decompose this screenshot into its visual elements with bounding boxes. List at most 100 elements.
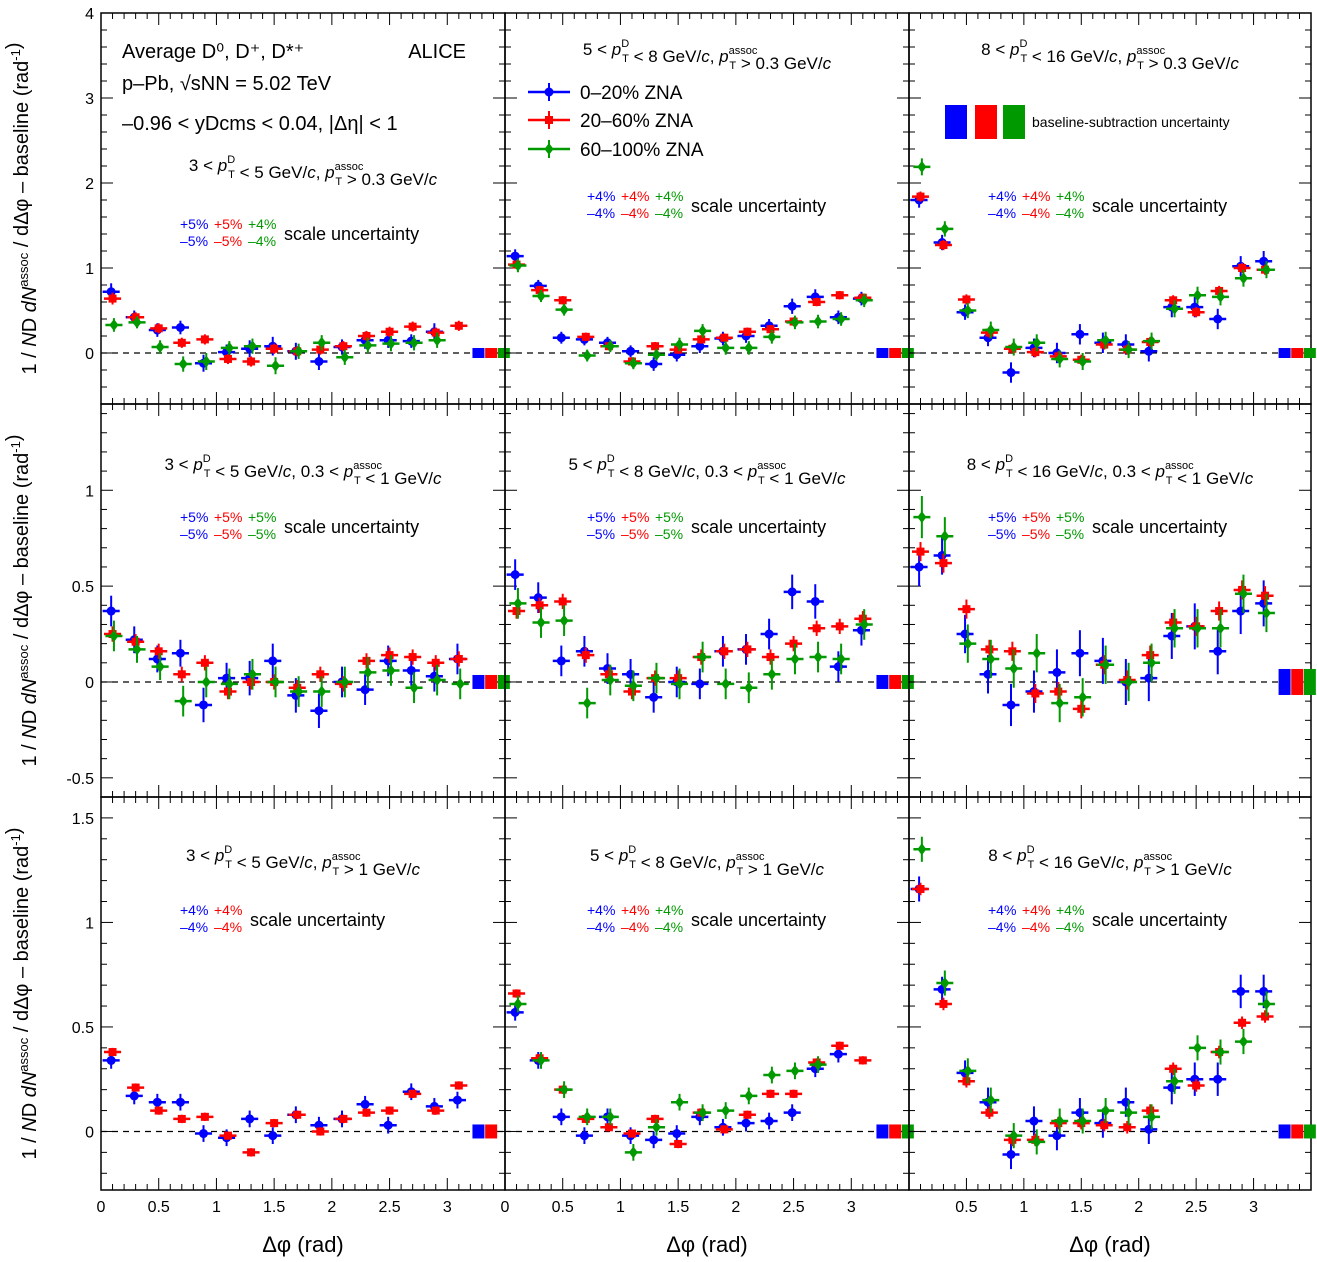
panel-title: 5 < pD T < 8 GeV/c, passoc T > 1 GeV/c — [590, 844, 825, 879]
panel-title: 8 < pD T < 16 GeV/c, 0.3 < passoc T < 1 Ge… — [967, 453, 1254, 488]
data-point — [721, 341, 731, 354]
data-point — [363, 339, 373, 352]
x-tick-label: 2 — [731, 1199, 740, 1216]
scale-down-2: –5% — [248, 526, 276, 542]
data-point — [858, 1056, 867, 1065]
data-point — [695, 679, 705, 689]
baseline-box — [1291, 1124, 1304, 1139]
data-point — [294, 685, 304, 698]
data-point — [199, 700, 209, 710]
data-point — [339, 342, 348, 351]
y-tick-label: 0 — [85, 675, 94, 692]
data-point — [1147, 656, 1157, 669]
baseline-box — [497, 348, 510, 358]
legend-marker-1 — [545, 116, 553, 124]
panel-title: 3 < pD T < 5 GeV/c, 0.3 < passoc T < 1 GeV… — [164, 453, 442, 488]
panel-title: 5 < pD T < 8 GeV/c, 0.3 < passoc T < 1 GeV… — [568, 453, 846, 488]
panel-frame — [908, 796, 1312, 1191]
data-point — [651, 1121, 661, 1134]
scale-uncertainty-label: scale uncertainty — [284, 517, 419, 537]
baseline-legend-label: baseline-subtraction uncertainty — [1032, 114, 1230, 130]
data-point — [1123, 1123, 1132, 1132]
data-point — [764, 629, 774, 639]
data-point — [533, 593, 543, 603]
data-point — [363, 666, 373, 679]
data-point — [317, 336, 327, 349]
panel-title: 3 < pD T < 5 GeV/c, passoc T > 0.3 GeV/c — [189, 154, 438, 189]
scale-up-0: +4% — [180, 902, 208, 918]
scale-down-1: –5% — [214, 233, 242, 249]
data-point — [536, 290, 546, 303]
y-tick-label: 2 — [85, 176, 94, 193]
data-point — [651, 1114, 660, 1123]
data-point — [582, 697, 592, 710]
baseline-box — [876, 348, 889, 358]
data-point — [1170, 622, 1180, 635]
data-point — [247, 677, 256, 686]
data-point — [1238, 264, 1247, 272]
data-point — [1215, 286, 1224, 295]
y-tick-label: 0.5 — [72, 1020, 94, 1037]
data-point — [787, 587, 797, 597]
baseline-legend-box-2 — [1003, 105, 1025, 139]
scale-down-0: –5% — [180, 526, 208, 542]
data-point — [109, 318, 119, 331]
data-point — [455, 677, 465, 690]
data-point — [339, 1114, 348, 1123]
data-point — [649, 692, 659, 702]
data-point — [836, 313, 846, 325]
data-point — [177, 1114, 186, 1123]
data-point — [790, 316, 800, 329]
data-point — [787, 1108, 797, 1118]
data-point — [1006, 700, 1016, 710]
baseline-box — [889, 674, 902, 689]
data-point — [1101, 1104, 1111, 1117]
scale-up-1: +5% — [621, 509, 649, 525]
data-point — [1147, 335, 1157, 348]
data-point — [270, 344, 279, 353]
baseline-box — [901, 674, 914, 689]
data-point — [200, 658, 209, 667]
scale-down-2: –5% — [1056, 526, 1084, 542]
data-point — [536, 616, 546, 629]
series-1 — [912, 882, 1304, 1147]
data-point — [108, 294, 117, 303]
panel-r1-c0 — [100, 403, 510, 798]
series-2 — [105, 316, 510, 375]
data-point — [316, 345, 325, 354]
scale-up-2: +4% — [655, 188, 683, 204]
data-point — [744, 681, 754, 694]
y-axis-title: 1 / ND dNassoc / dΔφ – baseline (rad-1) — [3, 434, 41, 766]
baseline-box — [1291, 668, 1304, 695]
data-point — [1008, 1135, 1017, 1144]
data-point — [1124, 1106, 1134, 1119]
data-point — [1261, 263, 1271, 276]
data-point — [836, 652, 846, 665]
y-tick-label: 1.5 — [72, 811, 94, 828]
scale-up-1: +5% — [1022, 509, 1050, 525]
baseline-box — [901, 348, 914, 358]
data-point — [360, 1099, 370, 1109]
data-point — [963, 1064, 973, 1077]
data-point — [454, 654, 463, 663]
data-point — [698, 651, 708, 664]
data-point — [1055, 697, 1065, 710]
data-point — [767, 668, 777, 681]
x-tick-label: 0 — [97, 1199, 106, 1216]
data-point — [605, 340, 615, 353]
baseline-box — [1278, 668, 1291, 695]
data-point — [513, 259, 523, 272]
x-tick-label: 3 — [1249, 1199, 1258, 1216]
data-point — [790, 1064, 800, 1077]
panel-r2-c0 — [100, 796, 506, 1191]
data-point — [835, 622, 844, 631]
panels — [100, 12, 1316, 1191]
data-point — [131, 637, 140, 646]
data-point — [1215, 622, 1225, 635]
data-point — [789, 639, 798, 648]
data-point — [695, 341, 705, 351]
data-point — [175, 323, 185, 332]
data-point — [649, 1135, 659, 1145]
data-point — [1032, 647, 1042, 660]
